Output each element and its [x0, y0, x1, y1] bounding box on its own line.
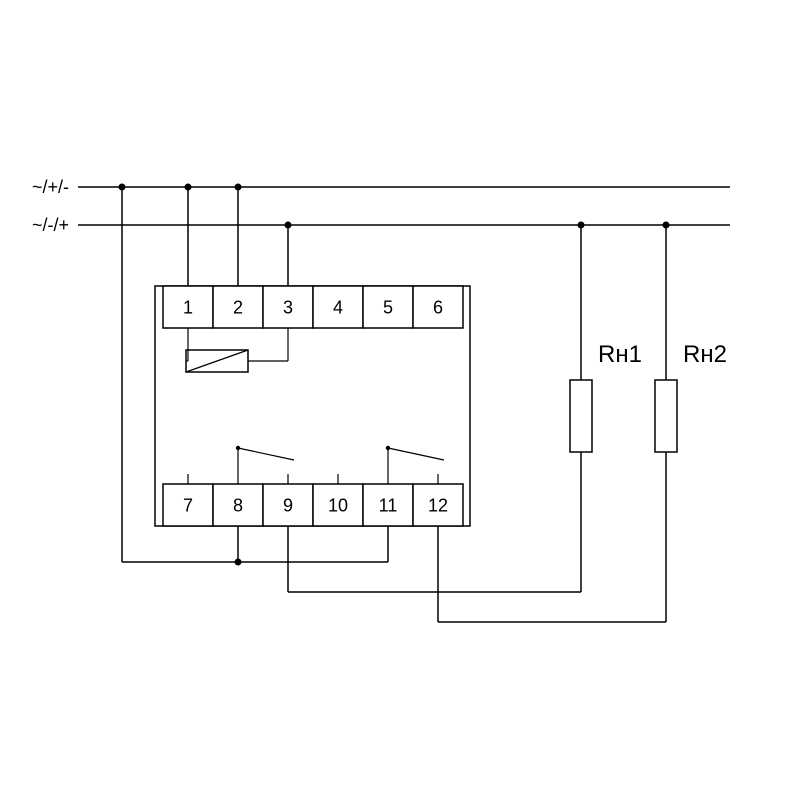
terminal-bottom-8: 8 [233, 495, 243, 515]
rail-bottom-label: ~/-/+ [32, 215, 69, 235]
terminal-bottom-12: 12 [428, 495, 448, 515]
terminal-bottom-7: 7 [183, 495, 193, 515]
terminal-top-6: 6 [433, 297, 443, 317]
terminal-top-3: 3 [283, 297, 293, 317]
load-label-RH1: Rн1 [598, 341, 642, 368]
terminal-top-1: 1 [183, 297, 193, 317]
terminal-bottom-10: 10 [328, 495, 348, 515]
terminal-top-2: 2 [233, 297, 243, 317]
terminal-bottom-9: 9 [283, 495, 293, 515]
rail-top-label: ~/+/- [32, 177, 69, 197]
terminal-bottom-11: 11 [379, 495, 398, 515]
terminal-top-5: 5 [383, 297, 393, 317]
load-label-RH2: Rн2 [683, 341, 727, 368]
terminal-top-4: 4 [333, 297, 343, 317]
wiring-diagram: ~/+/-~/-/+123456789101112Rн1Rн2 [0, 0, 800, 791]
